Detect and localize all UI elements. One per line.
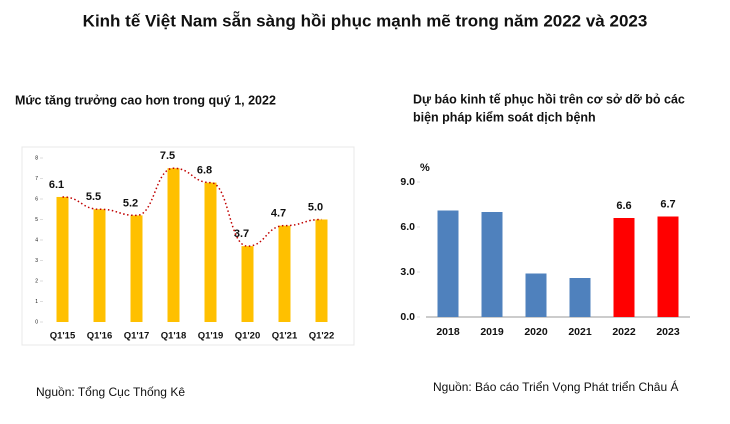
bar (569, 278, 591, 317)
x-tick-label: Q1'18 (161, 331, 187, 342)
chart-title: Mức tăng trưởng cao hơn trong quý 1, 202… (15, 93, 276, 107)
x-tick-label: 2021 (568, 326, 592, 338)
y-tick-label: 3.0 (400, 266, 415, 278)
chart-frame (21, 146, 355, 346)
x-tick-label: Q1'17 (124, 331, 150, 342)
y-tick-label: 8 (35, 155, 38, 161)
chart-title: biện pháp kiểm soát dịch bệnh (413, 110, 596, 124)
data-label: 6.8 (197, 165, 212, 177)
y-tick-label: 4 (35, 237, 38, 243)
y-tick-label: 1 (35, 299, 38, 305)
source: Nguồn: Báo cáo Triển Vọng Phát triển Châ… (433, 379, 679, 394)
bar (657, 216, 679, 317)
chart-title: Dự báo kinh tế phục hồi trên cơ sở dỡ bỏ… (413, 92, 685, 106)
trend-line (62, 167, 322, 247)
data-label: 7.5 (160, 150, 175, 162)
x-tick-label: Q1'22 (309, 331, 335, 342)
data-label: 5.5 (86, 191, 101, 203)
x-tick-label: Q1'19 (198, 331, 224, 342)
x-tick-label: 2022 (612, 326, 636, 338)
bar (167, 168, 180, 322)
bar (481, 212, 503, 317)
bar (315, 219, 328, 322)
x-tick-label: Q1'16 (87, 331, 113, 342)
bar (56, 196, 69, 322)
x-tick-label: Q1'15 (50, 331, 76, 342)
y-tick-label: 6.0 (400, 221, 415, 233)
bar (525, 273, 547, 317)
y-tick-label: 9.0 (400, 176, 415, 188)
data-label: 6.6 (616, 200, 631, 212)
x-tick-label: 2023 (656, 326, 680, 338)
y-tick-label: 2 (35, 278, 38, 284)
page-title: Kinh tế Việt Nam sẵn sàng hồi phục mạnh … (83, 10, 648, 30)
bar (93, 209, 106, 322)
bar (437, 210, 459, 317)
bar (204, 182, 217, 322)
y-tick-label: 6 (35, 196, 38, 202)
data-label: 6.1 (49, 179, 64, 191)
x-tick-label: Q1'21 (272, 331, 298, 342)
y-tick-label: 7 (35, 176, 38, 182)
data-label: 5.2 (123, 197, 138, 209)
bar (241, 246, 254, 322)
y-tick-label: 5 (35, 217, 38, 223)
data-label: 6.7 (660, 198, 675, 210)
x-tick-label: 2018 (436, 326, 460, 338)
data-label: 5.0 (308, 201, 323, 213)
x-tick-label: 2020 (524, 326, 548, 338)
y-tick-label: 0.0 (400, 311, 415, 323)
x-tick-label: Q1'20 (235, 331, 261, 342)
y-tick-label: 3 (35, 258, 38, 264)
bar (613, 218, 635, 317)
x-tick-label: 2019 (480, 326, 504, 338)
bar (278, 225, 291, 322)
bar (130, 215, 143, 322)
source: Nguồn: Tổng Cục Thống Kê (36, 385, 185, 399)
data-label: 4.7 (271, 208, 286, 220)
y-axis-label: % (420, 162, 430, 174)
y-tick-label: 0 (35, 319, 38, 325)
